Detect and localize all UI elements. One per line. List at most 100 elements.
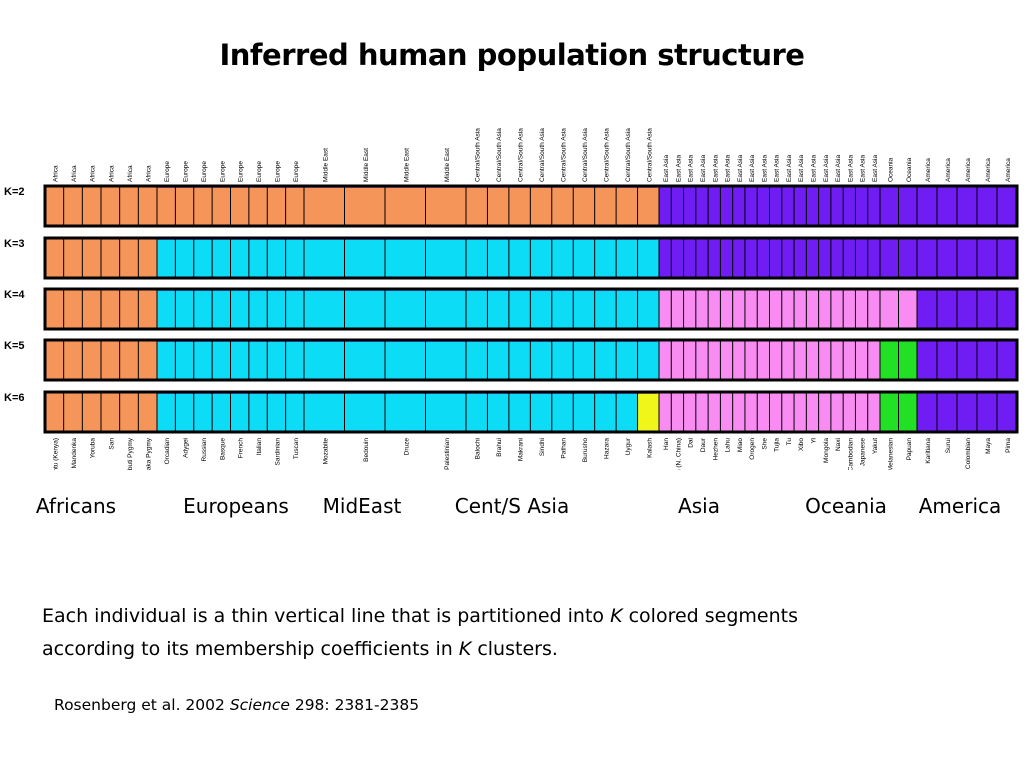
region-labels: Africans Europeans MidEast Cent/S Asia Asia O… xyxy=(0,494,1024,528)
region-label-asia: Asia xyxy=(678,494,720,518)
population-label: Han xyxy=(663,438,670,450)
population-label: Xibo xyxy=(798,438,805,451)
population-label: Pathan xyxy=(561,438,568,459)
population-label: Druze xyxy=(403,438,410,456)
region-label-cent-s-asia: Cent/S Asia xyxy=(454,494,570,518)
population-label: Basque xyxy=(219,438,226,460)
population-label: Makrani xyxy=(518,438,525,461)
k-row-4: K=4 xyxy=(4,287,1019,331)
top-region-label: East Asia xyxy=(860,155,867,182)
top-region-label: Europe xyxy=(256,161,263,182)
population-label: San xyxy=(108,438,115,450)
top-region-label: East Asia xyxy=(700,155,707,182)
cluster-block-america xyxy=(917,238,1017,278)
top-region-label: America xyxy=(965,158,972,182)
top-region-label: East Asia xyxy=(663,155,670,182)
top-region-label: Europe xyxy=(238,161,245,182)
population-label: Sardinian xyxy=(274,438,281,466)
k-row-6: K=6 xyxy=(4,390,1019,434)
top-region-label: East Asia xyxy=(712,155,719,182)
top-region-label: Central/South Asia xyxy=(646,128,653,182)
top-region-label: America xyxy=(1005,158,1012,182)
cluster-block-america xyxy=(917,289,1017,329)
row-frame xyxy=(43,390,1019,434)
population-label: Uygur xyxy=(625,437,632,455)
population-label: Yi xyxy=(810,438,817,444)
population-label: Palestinian xyxy=(444,438,451,470)
top-region-label: East Asia xyxy=(675,155,682,182)
population-label: Balochi xyxy=(475,438,482,459)
top-region-label: East Asia xyxy=(786,155,793,182)
cluster-block-cent-s-asia xyxy=(466,186,659,226)
caption-line-2: according to its membership coefficients… xyxy=(42,638,558,660)
k-label: K=6 xyxy=(4,392,25,404)
population-label: Yoruba xyxy=(90,438,97,459)
top-region-label: Central/South Asia xyxy=(539,128,546,182)
population-label: Melanesian xyxy=(887,438,894,470)
population-label: French xyxy=(238,438,245,459)
population-label: Cambodian xyxy=(847,438,854,470)
population-label: Russian xyxy=(201,438,208,462)
top-region-label: Europe xyxy=(219,161,226,182)
top-region-label: Africa xyxy=(127,165,134,182)
population-label: Tujia xyxy=(774,438,781,452)
population-label: Miao xyxy=(737,438,744,452)
k-label: K=4 xyxy=(4,289,25,301)
population-label: Tuscan xyxy=(293,438,300,459)
top-region-label: Central/South Asia xyxy=(518,128,525,182)
population-label: Karitiana xyxy=(925,438,932,464)
k-row-2: K=2 xyxy=(4,184,1019,228)
top-region-labels: Africa Africa Africa Africa Africa Africa Euro… xyxy=(52,128,1012,182)
cluster-block-america xyxy=(917,392,1017,432)
k-label: K=3 xyxy=(4,238,25,250)
slide-title: Inferred human population structure xyxy=(219,38,805,72)
citation: Rosenberg et al. 2002 Science 298: 2381-… xyxy=(54,696,420,714)
top-region-label: Central/South Asia xyxy=(561,128,568,182)
population-label: Biaka Pygmy xyxy=(146,437,153,470)
cluster-block-cent-s-asia xyxy=(466,238,659,278)
top-region-label: East Asia xyxy=(761,155,768,182)
top-region-label: Oceania xyxy=(887,157,894,182)
population-label: Papuan xyxy=(906,438,913,461)
top-region-label: Central/South Asia xyxy=(625,128,632,182)
top-region-label: Middle East xyxy=(444,148,451,182)
top-region-label: Africa xyxy=(71,165,78,182)
top-region-label: Middle East xyxy=(363,148,370,182)
top-region-label: Europe xyxy=(164,161,171,182)
region-label-oceania: Oceania xyxy=(805,494,887,518)
top-region-label: Europe xyxy=(201,161,208,182)
top-region-label: Middle East xyxy=(322,148,329,182)
top-region-label: Europe xyxy=(183,161,190,182)
population-label: Brahui xyxy=(496,438,503,457)
top-region-label: East Asia xyxy=(774,155,781,182)
top-region-label: East Asia xyxy=(823,155,830,182)
region-label-mideast: MidEast xyxy=(322,494,402,518)
top-region-label: East Asia xyxy=(798,155,805,182)
population-label: Yakut xyxy=(872,438,879,454)
population-label: Hazara xyxy=(603,438,610,459)
cluster-block-america xyxy=(917,340,1017,380)
top-region-label: East Asia xyxy=(810,155,817,182)
caption: Each individual is a thin vertical line … xyxy=(42,600,1002,666)
population-label: Pima xyxy=(1005,438,1012,453)
cluster-block-cent-s-asia xyxy=(466,340,659,380)
region-label-africans: Africans xyxy=(35,494,117,518)
cluster-block-cent-s-asia xyxy=(466,392,659,432)
region-label-america: America xyxy=(918,494,1002,518)
population-label: Mbuti Pygmy xyxy=(127,437,134,470)
cluster-block-america xyxy=(917,186,1017,226)
top-region-label: Central/South Asia xyxy=(496,128,503,182)
row-frame xyxy=(43,287,1019,331)
top-region-label: Middle East xyxy=(403,148,410,182)
top-region-label: Central/South Asia xyxy=(582,128,589,182)
top-region-label: Central/South Asia xyxy=(475,128,482,182)
top-region-label: East Asia xyxy=(725,155,732,182)
population-label: Italian xyxy=(256,438,263,456)
population-label: Naxi xyxy=(835,438,842,451)
top-region-label: Central/South Asia xyxy=(603,128,610,182)
k-row-5: K=5 xyxy=(4,338,1019,382)
population-label: She xyxy=(761,438,768,450)
population-label: Maya xyxy=(985,438,992,454)
k-row-3: K=3 xyxy=(4,236,1019,280)
